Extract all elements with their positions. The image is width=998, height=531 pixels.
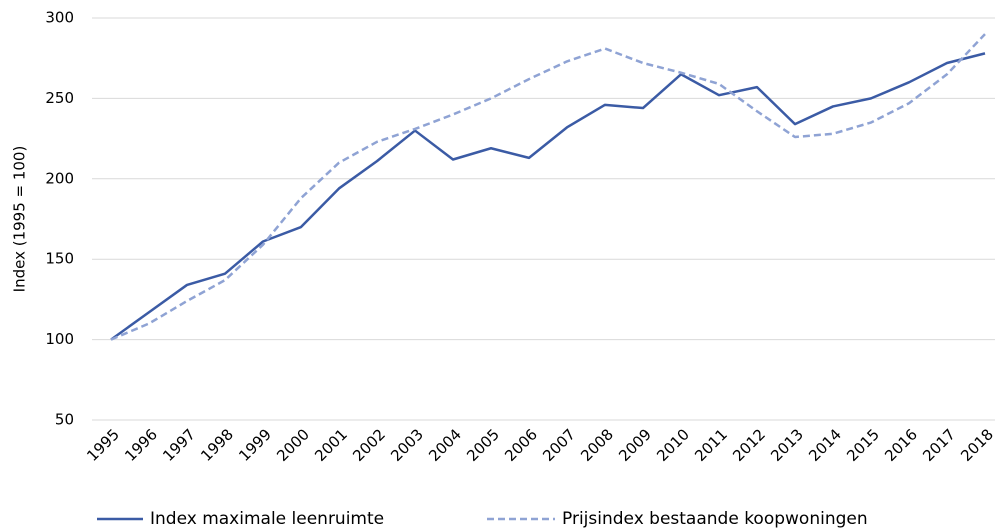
x-tick-label: 2012 [729,425,769,465]
x-tick-label: 2010 [653,425,693,465]
y-tick-label: 50 [55,411,74,429]
x-tick-label: 1997 [159,425,199,465]
y-tick-label: 300 [45,9,74,27]
series-line [110,52,986,341]
x-tick-label: 2001 [311,425,351,465]
y-axis-label: Index (1995 = 100) [11,146,29,293]
x-tick-label: 1998 [197,425,237,465]
x-tick-label: 2008 [577,425,617,465]
y-tick-label: 250 [45,89,74,107]
x-tick-label: 2000 [273,425,313,465]
x-tick-label: 2009 [615,425,655,465]
x-tick-label: 2005 [463,425,503,465]
legend-label: Index maximale leenruimte [150,509,384,529]
y-tick-label: 200 [45,169,74,187]
x-tick-label: 2018 [957,425,997,465]
x-tick-label: 2011 [691,425,731,465]
x-tick-label: 2014 [805,425,845,465]
x-tick-label: 1995 [83,425,123,465]
x-tick-label: 1999 [235,425,275,465]
y-tick-label: 100 [45,330,74,348]
x-tick-label: 1996 [121,425,161,465]
x-tick-label: 2002 [349,425,389,465]
x-tick-label: 2007 [539,425,579,465]
x-tick-label: 2016 [881,425,921,465]
x-tick-label: 2006 [501,425,541,465]
series-line [110,33,986,341]
x-tick-label: 2004 [425,425,465,465]
x-tick-label: 2003 [387,425,427,465]
y-tick-label: 150 [45,250,74,268]
x-tick-label: 2015 [843,425,883,465]
legend-label: Prijsindex bestaande koopwoningen [562,509,868,529]
x-tick-label: 2017 [919,425,959,465]
x-tick-label: 2013 [767,425,807,465]
